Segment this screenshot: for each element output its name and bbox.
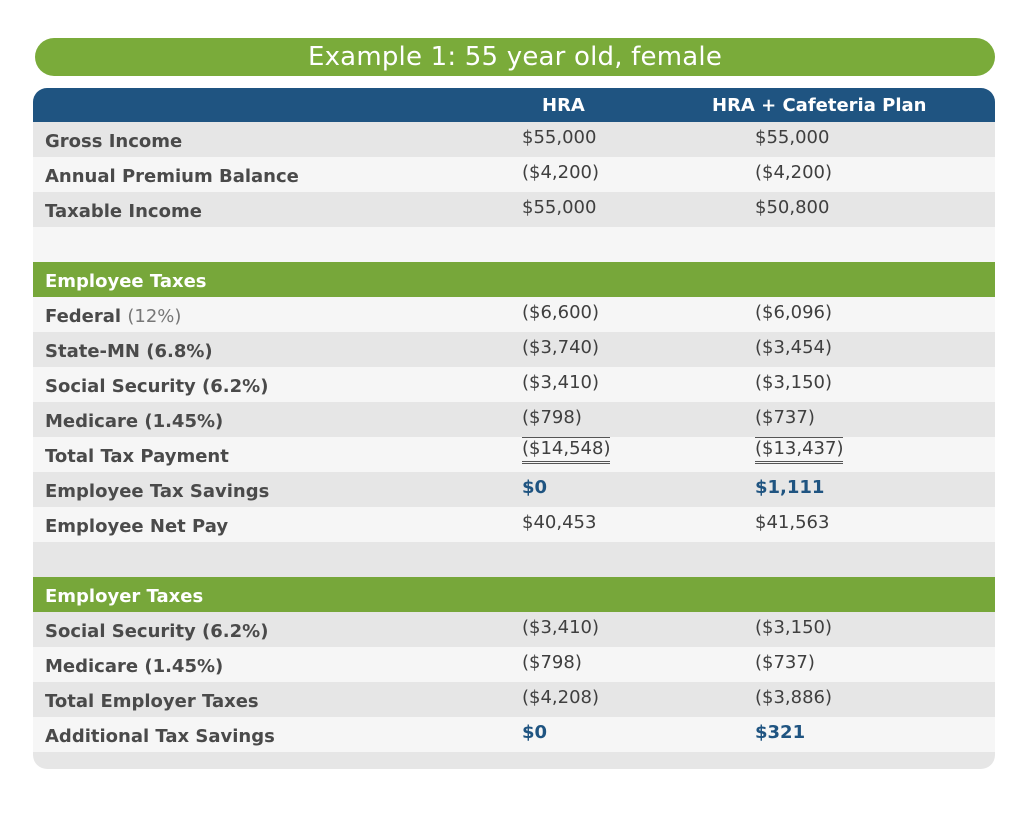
row-label: Federal (12%) (45, 306, 181, 327)
table-row: Medicare (1.45%) ($798) ($737) (33, 647, 995, 682)
hra-value: ($6,600) (522, 302, 600, 323)
row-label-text: Federal (45, 306, 122, 327)
cafeteria-value: ($737) (755, 407, 815, 428)
table-row: Employee Net Pay $40,453 $41,563 (33, 507, 995, 542)
hra-value: ($4,208) (522, 687, 600, 708)
table-row: Employee Tax Savings $0 $1,111 (33, 472, 995, 507)
cafeteria-value: $55,000 (755, 127, 830, 148)
section-header-employer-taxes: Employer Taxes (33, 577, 995, 612)
cafeteria-value: $41,563 (755, 512, 830, 533)
table-row: Additional Tax Savings $0 $321 (33, 717, 995, 752)
row-label: Social Security (6.2%) (45, 621, 269, 642)
row-label: Additional Tax Savings (45, 726, 275, 747)
hra-value: ($3,410) (522, 617, 600, 638)
cafeteria-value: ($4,200) (755, 162, 833, 183)
table-row: Medicare (1.45%) ($798) ($737) (33, 402, 995, 437)
hra-value: $40,453 (522, 512, 597, 533)
row-label: Social Security (6.2%) (45, 376, 269, 397)
row-label: Total Tax Payment (45, 446, 229, 467)
cafeteria-value: $50,800 (755, 197, 830, 218)
section-title: Employer Taxes (45, 586, 204, 607)
hra-value: ($14,548) (522, 437, 611, 464)
row-label: Medicare (1.45%) (45, 656, 224, 677)
table-row: Social Security (6.2%) ($3,410) ($3,150) (33, 612, 995, 647)
column-header-hra-cafeteria: HRA + Cafeteria Plan (712, 95, 927, 116)
row-label-percent: (12%) (127, 306, 182, 327)
row-label: Total Employer Taxes (45, 691, 259, 712)
hra-value: ($3,410) (522, 372, 600, 393)
hra-value: ($798) (522, 407, 582, 428)
row-label: Employee Tax Savings (45, 481, 270, 502)
cafeteria-value: ($6,096) (755, 302, 833, 323)
row-label: Employee Net Pay (45, 516, 229, 537)
table-row: Total Employer Taxes ($4,208) ($3,886) (33, 682, 995, 717)
table-row: Federal (12%) ($6,600) ($6,096) (33, 297, 995, 332)
cafeteria-value: ($3,886) (755, 687, 833, 708)
hra-total-cell: ($14,548) (522, 437, 611, 464)
row-label: Medicare (1.45%) (45, 411, 224, 432)
cafeteria-value: $321 (755, 722, 806, 743)
table-row: Social Security (6.2%) ($3,410) ($3,150) (33, 367, 995, 402)
row-label: Taxable Income (45, 201, 202, 222)
hra-value: $55,000 (522, 197, 597, 218)
row-label: Gross Income (45, 131, 183, 152)
cafeteria-value: ($3,150) (755, 617, 833, 638)
row-label: State-MN (6.8%) (45, 341, 213, 362)
cafeteria-value: ($737) (755, 652, 815, 673)
table-row: Annual Premium Balance ($4,200) ($4,200) (33, 157, 995, 192)
table-row: Gross Income $55,000 $55,000 (33, 122, 995, 157)
section-header-employee-taxes: Employee Taxes (33, 262, 995, 297)
hra-value: $0 (522, 722, 548, 743)
table-header: HRA HRA + Cafeteria Plan (33, 88, 995, 122)
cafeteria-value: ($13,437) (755, 437, 844, 464)
table-footer (33, 752, 995, 769)
column-header-hra: HRA (542, 95, 585, 116)
section-title: Employee Taxes (45, 271, 207, 292)
hra-value: ($798) (522, 652, 582, 673)
table-row: State-MN (6.8%) ($3,740) ($3,454) (33, 332, 995, 367)
spacer-row (33, 227, 995, 262)
hra-value: ($3,740) (522, 337, 600, 358)
hra-value: $0 (522, 477, 548, 498)
table-row-total: Total Tax Payment ($14,548) ($13,437) (33, 437, 995, 472)
comparison-table: HRA HRA + Cafeteria Plan Gross Income $5… (33, 88, 995, 769)
row-label: Annual Premium Balance (45, 166, 299, 187)
spacer-row (33, 542, 995, 577)
cafeteria-value: $1,111 (755, 477, 825, 498)
cafeteria-value: ($3,150) (755, 372, 833, 393)
hra-value: ($4,200) (522, 162, 600, 183)
hra-value: $55,000 (522, 127, 597, 148)
table-row: Taxable Income $55,000 $50,800 (33, 192, 995, 227)
example-title: Example 1: 55 year old, female (35, 38, 995, 76)
cafeteria-total-cell: ($13,437) (755, 437, 844, 464)
cafeteria-value: ($3,454) (755, 337, 833, 358)
